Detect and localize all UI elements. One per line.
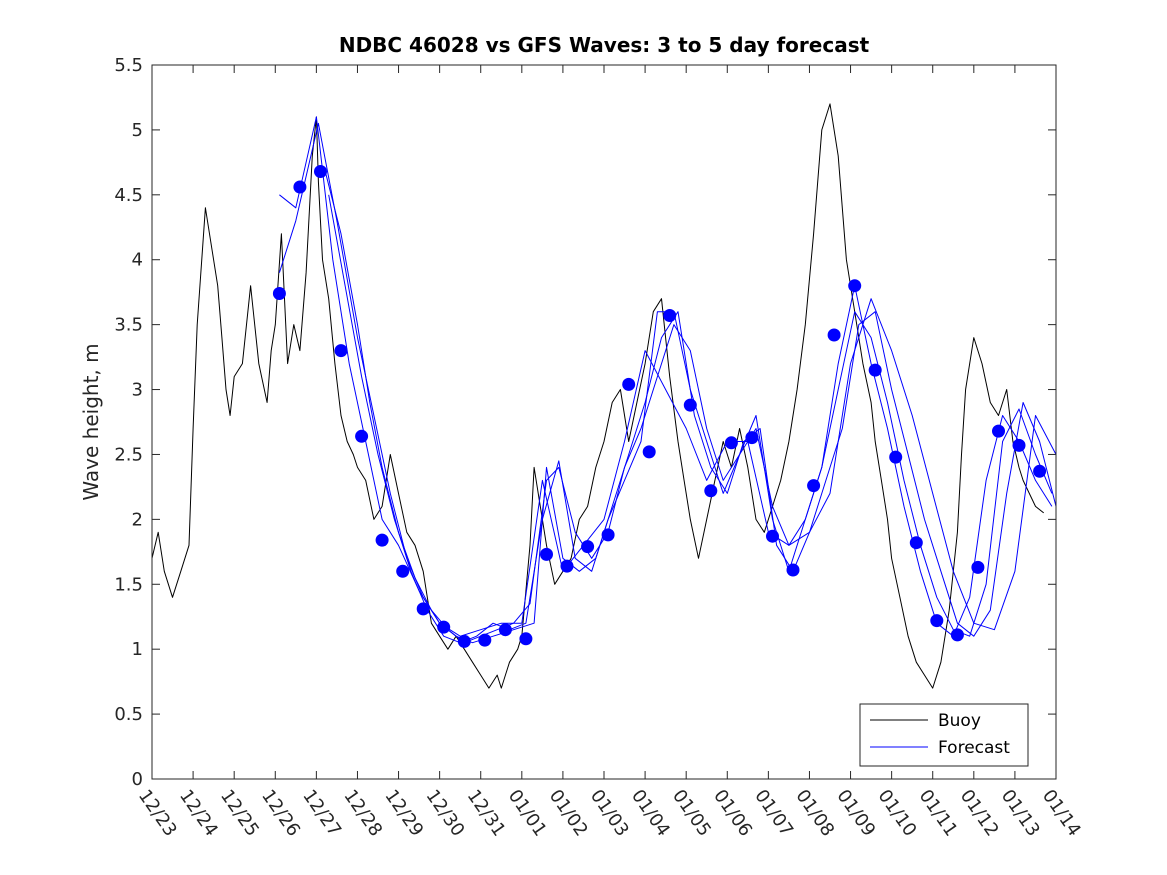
- forecast-marker: [930, 614, 944, 628]
- forecast-marker: [683, 398, 697, 412]
- forecast-marker: [560, 559, 574, 573]
- legend: Buoy Forecast: [859, 703, 1029, 767]
- y-tick-label: 5: [132, 120, 143, 141]
- forecast-marker: [293, 180, 307, 194]
- legend-label-forecast: Forecast: [938, 738, 1010, 758]
- axis-ticks: [151, 64, 1057, 780]
- forecast-marker: [355, 429, 369, 443]
- forecast-marker: [314, 165, 327, 178]
- forecast-marker: [992, 424, 1005, 438]
- forecast-marker: [704, 484, 718, 498]
- series-line-forecast-1: [279, 116, 1057, 637]
- y-tick-label: 1.5: [114, 574, 143, 595]
- y-tick-label: 3.5: [114, 315, 143, 336]
- plot-frame: [151, 64, 1057, 780]
- legend-label-buoy: Buoy: [938, 711, 981, 731]
- forecast-marker: [786, 563, 800, 577]
- y-tick-label: 0.5: [114, 704, 143, 725]
- series-line-forecast-4: [328, 194, 1053, 644]
- forecast-marker: [827, 328, 841, 342]
- forecast-marker: [540, 547, 553, 561]
- forecast-marker: [1033, 464, 1047, 478]
- forecast-marker: [971, 560, 985, 574]
- forecast-marker: [457, 634, 471, 648]
- forecast-marker: [334, 344, 348, 358]
- forecast-marker: [807, 479, 821, 493]
- forecast-marker: [868, 363, 882, 377]
- forecast-marker: [581, 540, 595, 554]
- y-tick-label: 0: [132, 769, 143, 790]
- forecast-marker: [498, 623, 512, 637]
- forecast-marker: [745, 431, 759, 445]
- series-line-forecast-3: [324, 168, 1053, 644]
- forecast-marker: [416, 602, 430, 616]
- forecast-marker: [766, 529, 779, 543]
- forecast-marker: [889, 450, 903, 464]
- plot-area: [152, 65, 1056, 779]
- y-tick-label: 3: [132, 380, 143, 401]
- forecast-marker: [437, 620, 451, 634]
- marker-layer: [272, 165, 1047, 648]
- series-layer: [151, 103, 1057, 689]
- forecast-marker: [663, 309, 677, 322]
- forecast-marker: [724, 436, 738, 450]
- forecast-marker: [848, 279, 862, 293]
- forecast-marker: [478, 633, 492, 647]
- forecast-marker: [601, 528, 615, 542]
- forecast-marker: [396, 564, 410, 578]
- y-tick-label: 1: [132, 639, 143, 660]
- forecast-marker: [1012, 438, 1026, 452]
- y-axis-label: Wave height, m: [79, 343, 103, 500]
- legend-box: [859, 703, 1029, 767]
- y-tick-label: 2: [132, 509, 143, 530]
- y-tick-label: 4: [132, 250, 143, 271]
- y-tick-label: 4.5: [114, 185, 143, 206]
- y-tick-label: 5.5: [114, 55, 143, 76]
- forecast-marker: [642, 445, 656, 459]
- chart-title: NDBC 46028 vs GFS Waves: 3 to 5 day fore…: [339, 33, 870, 57]
- y-tick-label: 2.5: [114, 444, 143, 465]
- forecast-marker: [622, 377, 636, 391]
- forecast-marker: [375, 533, 389, 547]
- forecast-marker: [519, 632, 533, 646]
- forecast-marker: [272, 287, 286, 300]
- forecast-marker: [950, 628, 964, 642]
- forecast-marker: [909, 536, 923, 550]
